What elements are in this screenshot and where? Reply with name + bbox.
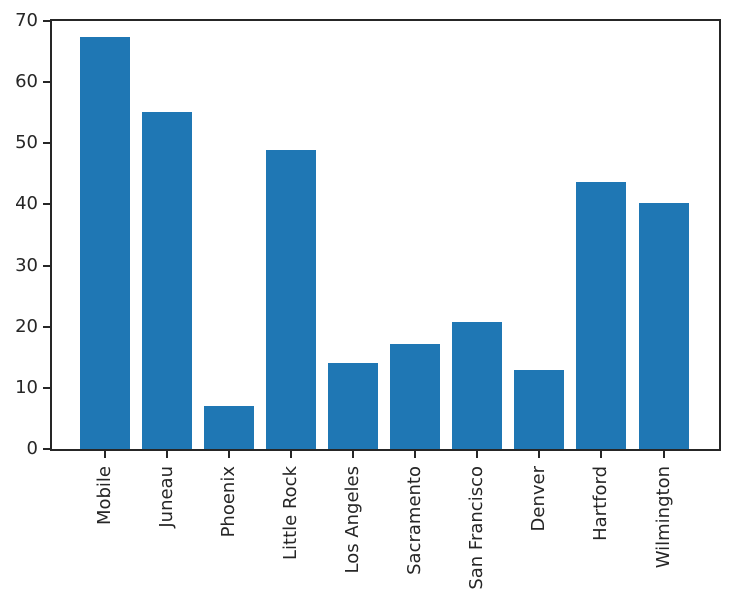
x-tick-mark [538, 451, 541, 458]
bar-los-angeles [328, 363, 379, 449]
x-tick-mark [104, 451, 106, 458]
bar-juneau [142, 112, 193, 449]
y-tick-mark [43, 142, 50, 145]
x-tick-label-los-angeles: Los Angeles [342, 466, 364, 574]
y-tick-mark [43, 386, 50, 389]
bar-san-francisco [452, 322, 503, 449]
bar-sacramento [390, 344, 441, 449]
y-tick-label: 50 [15, 132, 38, 154]
bar-denver [514, 369, 565, 449]
y-tick-label: 20 [15, 315, 38, 337]
y-tick-mark [43, 81, 50, 84]
y-tick-label: 40 [15, 193, 38, 215]
x-tick-label-juneau: Juneau [156, 466, 178, 528]
x-tick-mark [476, 451, 479, 458]
y-tick-mark [43, 20, 50, 22]
x-tick-mark [290, 451, 293, 458]
y-tick-mark [43, 325, 50, 328]
y-tick-label: 60 [15, 71, 38, 93]
y-tick-label: 10 [15, 376, 38, 398]
y-tick-mark [43, 203, 50, 206]
bar-wilmington [638, 202, 689, 449]
x-tick-mark [662, 451, 665, 458]
x-tick-label-phoenix: Phoenix [218, 466, 240, 538]
y-tick-label: 30 [15, 254, 38, 276]
x-tick-mark [600, 451, 603, 458]
y-tick-mark [43, 264, 50, 267]
x-tick-label-sacramento: Sacramento [404, 466, 426, 575]
bar-phoenix [204, 406, 255, 449]
y-tick-label: 70 [15, 10, 38, 31]
x-tick-label-wilmington: Wilmington [652, 466, 674, 569]
bar-little-rock [266, 150, 317, 449]
y-tick-label: 0 [26, 438, 38, 459]
x-tick-label-denver: Denver [528, 466, 550, 532]
bar-hartford [576, 181, 627, 449]
x-tick-mark [228, 451, 231, 458]
y-tick-mark [43, 448, 50, 450]
x-tick-label-san-francisco: San Francisco [466, 466, 488, 590]
x-tick-mark [414, 451, 417, 458]
x-tick-mark [166, 451, 169, 458]
x-tick-mark [352, 451, 355, 458]
bar-mobile [80, 36, 130, 449]
x-tick-label-mobile: Mobile [94, 466, 115, 526]
x-tick-label-little-rock: Little Rock [280, 466, 302, 560]
x-tick-label-hartford: Hartford [590, 466, 612, 541]
